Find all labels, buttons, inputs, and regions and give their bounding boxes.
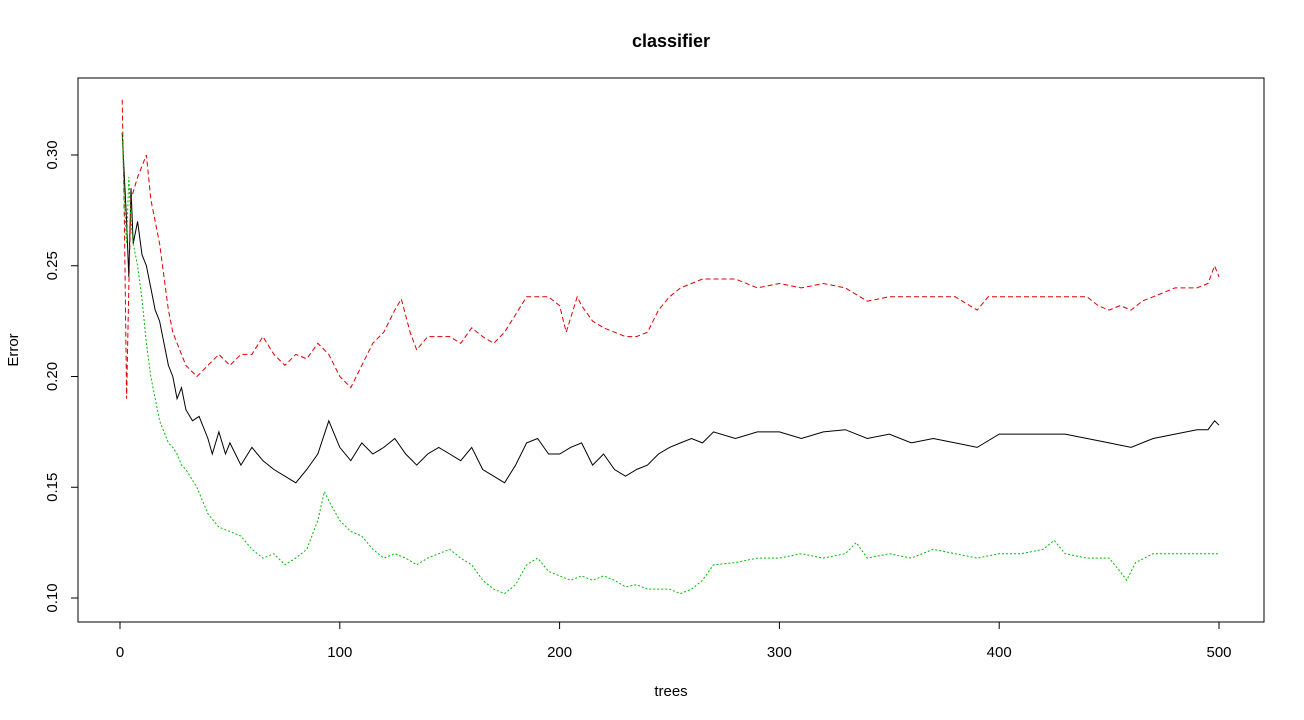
y-axis-title: Error <box>5 333 22 366</box>
x-tick-label: 300 <box>767 644 792 661</box>
y-tick-label: 0.25 <box>44 251 61 280</box>
x-tick-label: 100 <box>327 644 352 661</box>
series-layer <box>121 99 1220 595</box>
y-tick-label: 0.10 <box>44 583 61 612</box>
x-tick-label: 0 <box>116 644 124 661</box>
series-line-2 <box>121 99 1220 399</box>
y-tick-label: 0.20 <box>44 362 61 391</box>
x-tick-label: 500 <box>1206 644 1231 661</box>
y-tick-label: 0.15 <box>44 473 61 502</box>
y-tick-label: 0.30 <box>44 140 61 169</box>
x-axis: 0 100 200 300 400 500 <box>116 622 1232 661</box>
plot-frame <box>77 77 1265 623</box>
y-axis: 0.10 0.15 0.20 0.25 0.30 <box>44 140 78 613</box>
chart-title: classifier <box>632 31 710 51</box>
x-tick-label: 200 <box>547 644 572 661</box>
series-line-1 <box>121 132 1220 484</box>
series-line-3 <box>121 132 1219 595</box>
x-tick-label: 400 <box>987 644 1012 661</box>
x-axis-title: trees <box>654 683 687 700</box>
